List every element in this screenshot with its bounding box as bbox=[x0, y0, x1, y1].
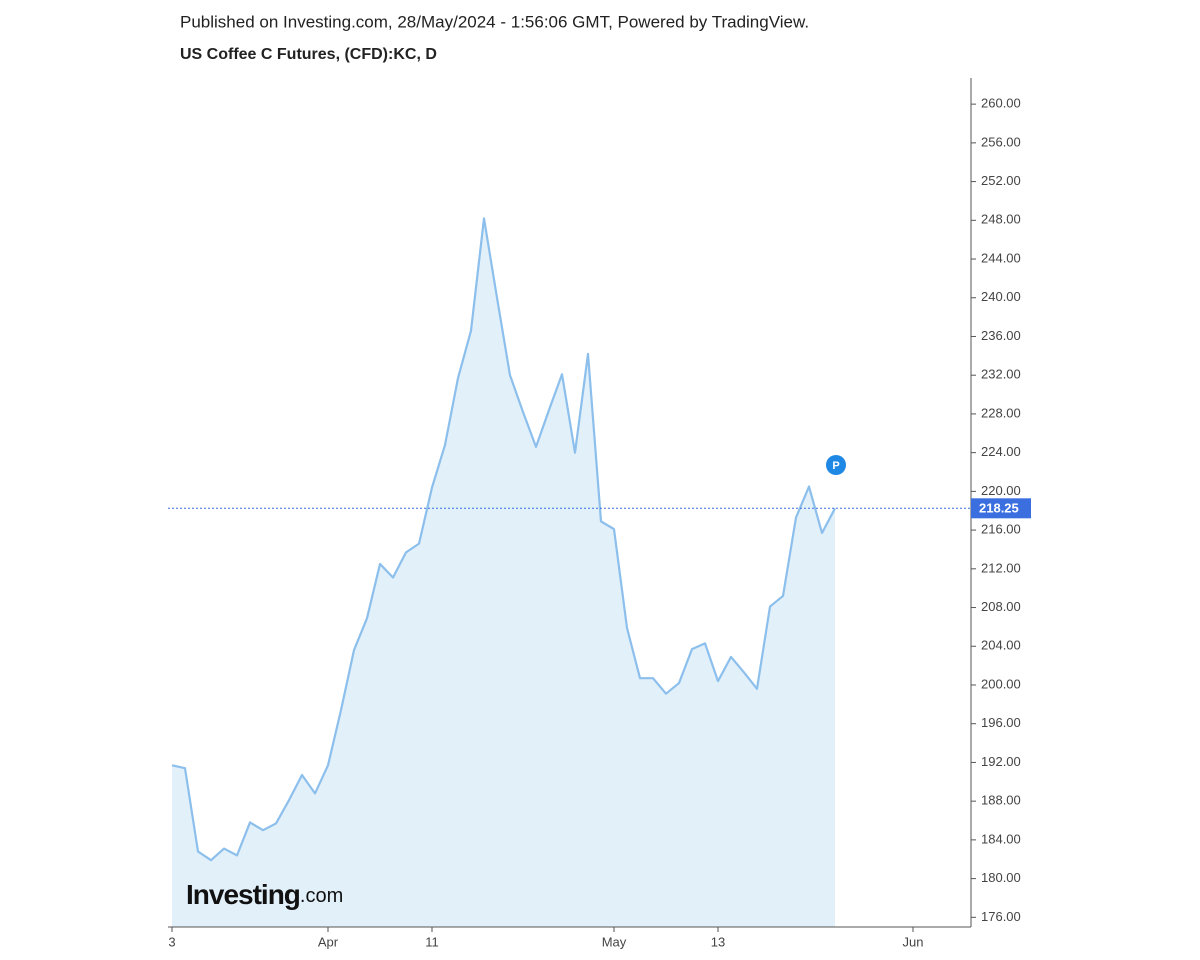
last-price-box bbox=[971, 498, 1031, 519]
y-tick-label: 196.00 bbox=[981, 715, 1021, 730]
y-tick-label: 208.00 bbox=[981, 599, 1021, 614]
x-tick-label: 11 bbox=[425, 934, 439, 949]
annotation-label: P bbox=[832, 460, 839, 472]
chart-title: Published on Investing.com, 28/May/2024 … bbox=[180, 12, 809, 31]
y-tick-label: 200.00 bbox=[981, 676, 1021, 691]
y-tick-label: 244.00 bbox=[981, 250, 1021, 265]
x-tick-label: Apr bbox=[318, 934, 339, 949]
y-tick-label: 232.00 bbox=[981, 367, 1021, 382]
y-tick-label: 180.00 bbox=[981, 870, 1021, 885]
y-tick-label: 176.00 bbox=[981, 909, 1021, 924]
y-tick-label: 192.00 bbox=[981, 754, 1021, 769]
x-tick-label: Jun bbox=[903, 934, 924, 949]
y-tick-label: 224.00 bbox=[981, 444, 1021, 459]
y-tick-label: 212.00 bbox=[981, 560, 1021, 575]
y-tick-label: 236.00 bbox=[981, 328, 1021, 343]
y-tick-label: 188.00 bbox=[981, 793, 1021, 808]
y-tick-label: 184.00 bbox=[981, 831, 1021, 846]
y-tick-label: 204.00 bbox=[981, 638, 1021, 653]
y-tick-label: 228.00 bbox=[981, 405, 1021, 420]
y-tick-label: 260.00 bbox=[981, 96, 1021, 111]
y-tick-label: 248.00 bbox=[981, 212, 1021, 227]
area bbox=[172, 218, 835, 927]
y-tick-label: 216.00 bbox=[981, 522, 1021, 537]
chart-subtitle: US Coffee C Futures, (CFD):KC, D bbox=[180, 46, 437, 63]
logo-brand: Investing bbox=[186, 879, 300, 910]
y-tick-label: 240.00 bbox=[981, 289, 1021, 304]
logo-suffix: .com bbox=[300, 885, 343, 907]
y-tick-label: 252.00 bbox=[981, 173, 1021, 188]
x-tick-label: May bbox=[602, 934, 627, 949]
x-tick-label: 3 bbox=[168, 934, 175, 949]
y-tick-label: 220.00 bbox=[981, 483, 1021, 498]
logo: Investing.com bbox=[186, 879, 343, 910]
line bbox=[171, 217, 836, 862]
last-price-label: 218.25 bbox=[979, 501, 1019, 516]
y-tick-label: 256.00 bbox=[981, 134, 1021, 149]
annotation-marker bbox=[826, 455, 846, 475]
x-tick-label: 13 bbox=[711, 934, 725, 949]
